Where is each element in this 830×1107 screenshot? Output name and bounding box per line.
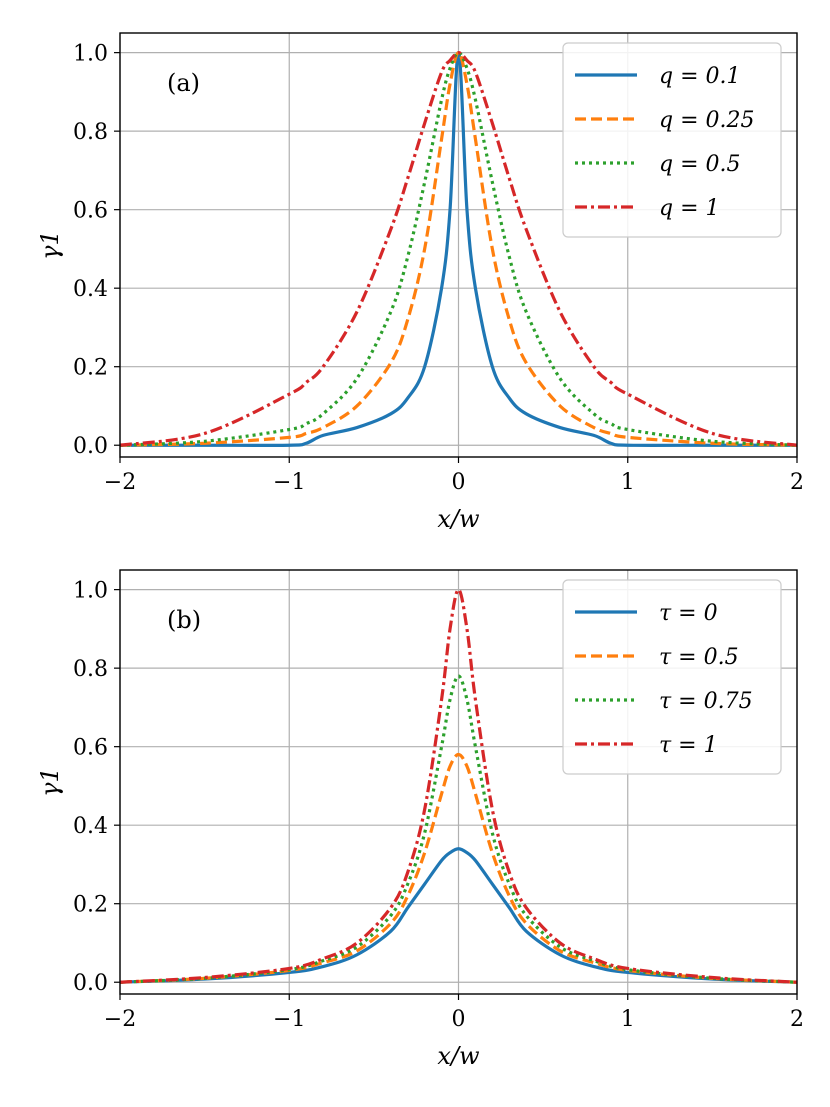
y-tick-label: 0.6 bbox=[73, 736, 108, 761]
series-line-3 bbox=[119, 51, 798, 447]
legend-label: τ = 0.75 bbox=[659, 689, 753, 714]
x-tick-label: −1 bbox=[273, 470, 305, 495]
x-tick-label: 2 bbox=[790, 1007, 804, 1032]
legend-box bbox=[562, 579, 782, 775]
legend-label: τ = 0 bbox=[659, 601, 718, 626]
x-tick-label: −1 bbox=[273, 1007, 305, 1032]
x-axis-label: x/w bbox=[437, 505, 480, 533]
series-line-1 bbox=[119, 51, 798, 447]
series-line-2 bbox=[119, 51, 798, 447]
chart-panel-0: −2 −1 0 1 2 0.0 0.2 0.4 0.6 0.8 1.0 (a) x/w γ1 q = 0.1… bbox=[36, 32, 804, 533]
panel-label: (b) bbox=[167, 606, 201, 634]
y-tick-label: 1.0 bbox=[73, 42, 108, 67]
plot-frame bbox=[119, 32, 798, 458]
x-axis-label: x/w bbox=[437, 1042, 480, 1070]
y-tick-label: 0.0 bbox=[73, 434, 108, 459]
y-tick-label: 1.0 bbox=[73, 579, 108, 604]
y-axis-label: γ1 bbox=[36, 767, 64, 797]
legend: q = 0.1 q = 0.25 q = 0.5 q = 1 bbox=[562, 42, 782, 238]
x-tick-label: 0 bbox=[452, 470, 466, 495]
legend-label: q = 0.25 bbox=[659, 108, 755, 133]
y-tick-label: 0.4 bbox=[73, 277, 108, 302]
x-tick-label: 0 bbox=[452, 1007, 466, 1032]
x-tick-label: −2 bbox=[104, 1007, 136, 1032]
x-tick-label: 2 bbox=[790, 470, 804, 495]
y-tick-label: 0.2 bbox=[73, 356, 108, 381]
series-line-3 bbox=[119, 588, 798, 984]
y-tick-label: 0.0 bbox=[73, 971, 108, 996]
y-tick-label: 0.4 bbox=[73, 814, 108, 839]
plot-frame bbox=[119, 569, 798, 995]
x-tick-label: 1 bbox=[621, 1007, 635, 1032]
legend: τ = 0 τ = 0.5 τ = 0.75 τ = 1 bbox=[562, 579, 782, 775]
legend-label: q = 0.5 bbox=[659, 152, 741, 177]
x-tick-label: 1 bbox=[621, 470, 635, 495]
series-line-1 bbox=[119, 752, 798, 984]
y-tick-label: 0.2 bbox=[73, 893, 108, 918]
legend-label: q = 0.1 bbox=[659, 64, 741, 89]
y-tick-label: 0.8 bbox=[73, 657, 108, 682]
legend-label: τ = 1 bbox=[659, 733, 718, 758]
legend-label: q = 1 bbox=[659, 196, 720, 221]
series-line-0 bbox=[119, 847, 798, 984]
legend-box bbox=[562, 42, 782, 238]
y-tick-label: 0.6 bbox=[73, 199, 108, 224]
legend-label: τ = 0.5 bbox=[659, 645, 739, 670]
panel-label: (a) bbox=[167, 69, 200, 97]
y-tick-label: 0.8 bbox=[73, 120, 108, 145]
y-axis-label: γ1 bbox=[36, 230, 64, 260]
x-tick-label: −2 bbox=[104, 470, 136, 495]
